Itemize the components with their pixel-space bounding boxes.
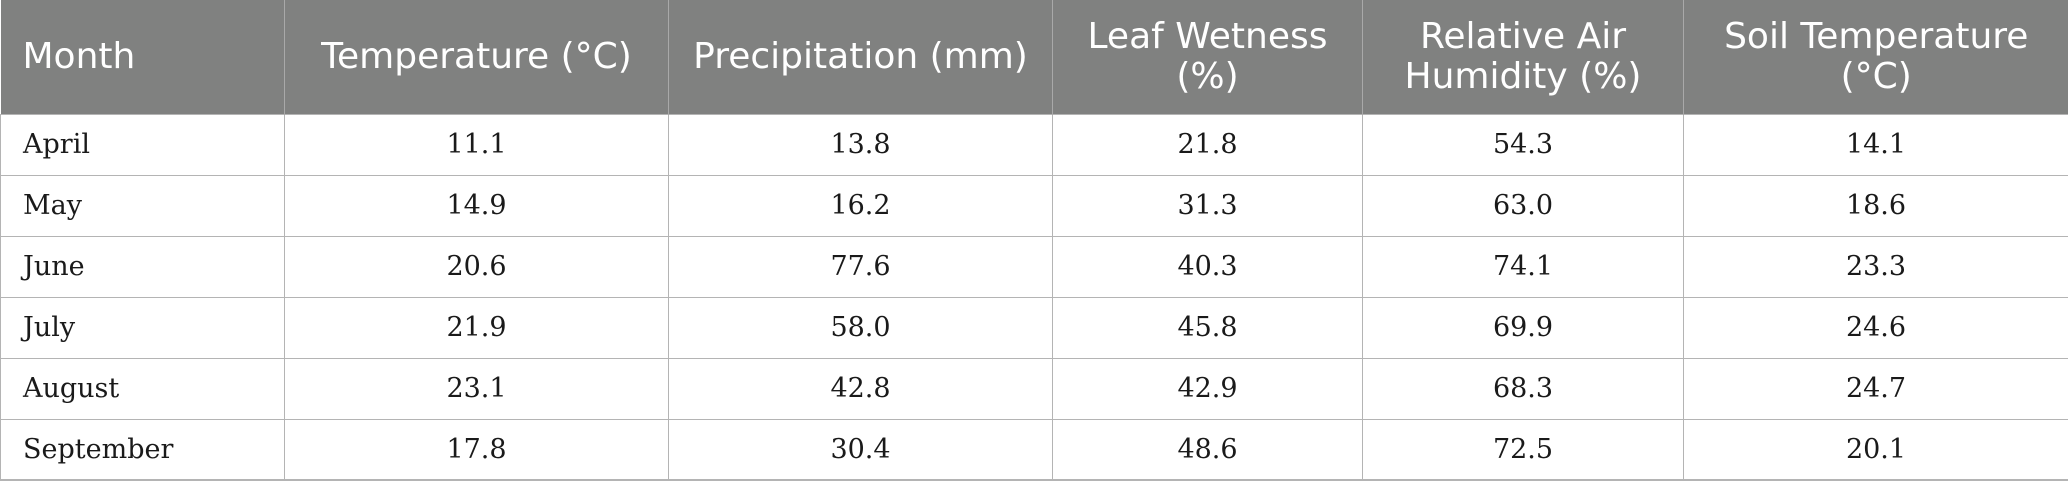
cell-leaf-wetness: 31.3 <box>1052 174 1363 237</box>
cell-precipitation: 58.0 <box>668 296 1053 359</box>
table-row: August 23.1 42.8 42.9 68.3 24.7 <box>0 357 2068 420</box>
cell-relative-air-humidity: 69.9 <box>1362 296 1684 359</box>
cell-leaf-wetness: 21.8 <box>1052 113 1363 176</box>
header-leaf-wetness: Leaf Wetness (%) <box>1052 0 1363 114</box>
table-row: July 21.9 58.0 45.8 69.9 24.6 <box>0 296 2068 359</box>
cell-relative-air-humidity: 74.1 <box>1362 235 1684 298</box>
table-row: September 17.8 30.4 48.6 72.5 20.1 <box>0 418 2068 481</box>
cell-leaf-wetness: 42.9 <box>1052 357 1363 420</box>
cell-temperature: 11.1 <box>284 113 669 176</box>
table-header: Month Temperature (°C) Precipitation (mm… <box>0 0 2068 114</box>
cell-temperature: 20.6 <box>284 235 669 298</box>
header-month: Month <box>0 0 285 114</box>
cell-month: May <box>0 174 285 237</box>
cell-soil-temperature: 20.1 <box>1683 418 2068 481</box>
header-row: Month Temperature (°C) Precipitation (mm… <box>0 0 2068 114</box>
cell-month: June <box>0 235 285 298</box>
header-relative-air-humidity: Relative Air Humidity (%) <box>1362 0 1684 114</box>
cell-soil-temperature: 24.6 <box>1683 296 2068 359</box>
cell-leaf-wetness: 40.3 <box>1052 235 1363 298</box>
cell-precipitation: 16.2 <box>668 174 1053 237</box>
cell-temperature: 17.8 <box>284 418 669 481</box>
cell-relative-air-humidity: 63.0 <box>1362 174 1684 237</box>
header-precipitation: Precipitation (mm) <box>668 0 1053 114</box>
cell-precipitation: 42.8 <box>668 357 1053 420</box>
cell-month: July <box>0 296 285 359</box>
header-soil-temperature: Soil Temperature (°C) <box>1683 0 2068 114</box>
cell-precipitation: 30.4 <box>668 418 1053 481</box>
climate-table-container: Month Temperature (°C) Precipitation (mm… <box>0 0 2068 481</box>
table-row: April 11.1 13.8 21.8 54.3 14.1 <box>0 113 2068 176</box>
cell-temperature: 21.9 <box>284 296 669 359</box>
cell-temperature: 23.1 <box>284 357 669 420</box>
cell-temperature: 14.9 <box>284 174 669 237</box>
cell-soil-temperature: 18.6 <box>1683 174 2068 237</box>
table-row: May 14.9 16.2 31.3 63.0 18.6 <box>0 174 2068 237</box>
cell-relative-air-humidity: 68.3 <box>1362 357 1684 420</box>
table-body: April 11.1 13.8 21.8 54.3 14.1 May 14.9 … <box>0 113 2068 481</box>
cell-relative-air-humidity: 72.5 <box>1362 418 1684 481</box>
cell-leaf-wetness: 45.8 <box>1052 296 1363 359</box>
cell-month: September <box>0 418 285 481</box>
cell-leaf-wetness: 48.6 <box>1052 418 1363 481</box>
cell-soil-temperature: 14.1 <box>1683 113 2068 176</box>
cell-precipitation: 13.8 <box>668 113 1053 176</box>
cell-month: April <box>0 113 285 176</box>
cell-soil-temperature: 23.3 <box>1683 235 2068 298</box>
cell-relative-air-humidity: 54.3 <box>1362 113 1684 176</box>
cell-soil-temperature: 24.7 <box>1683 357 2068 420</box>
cell-precipitation: 77.6 <box>668 235 1053 298</box>
cell-month: August <box>0 357 285 420</box>
header-temperature: Temperature (°C) <box>284 0 669 114</box>
climate-data-table: Month Temperature (°C) Precipitation (mm… <box>0 0 2068 481</box>
table-row: June 20.6 77.6 40.3 74.1 23.3 <box>0 235 2068 298</box>
